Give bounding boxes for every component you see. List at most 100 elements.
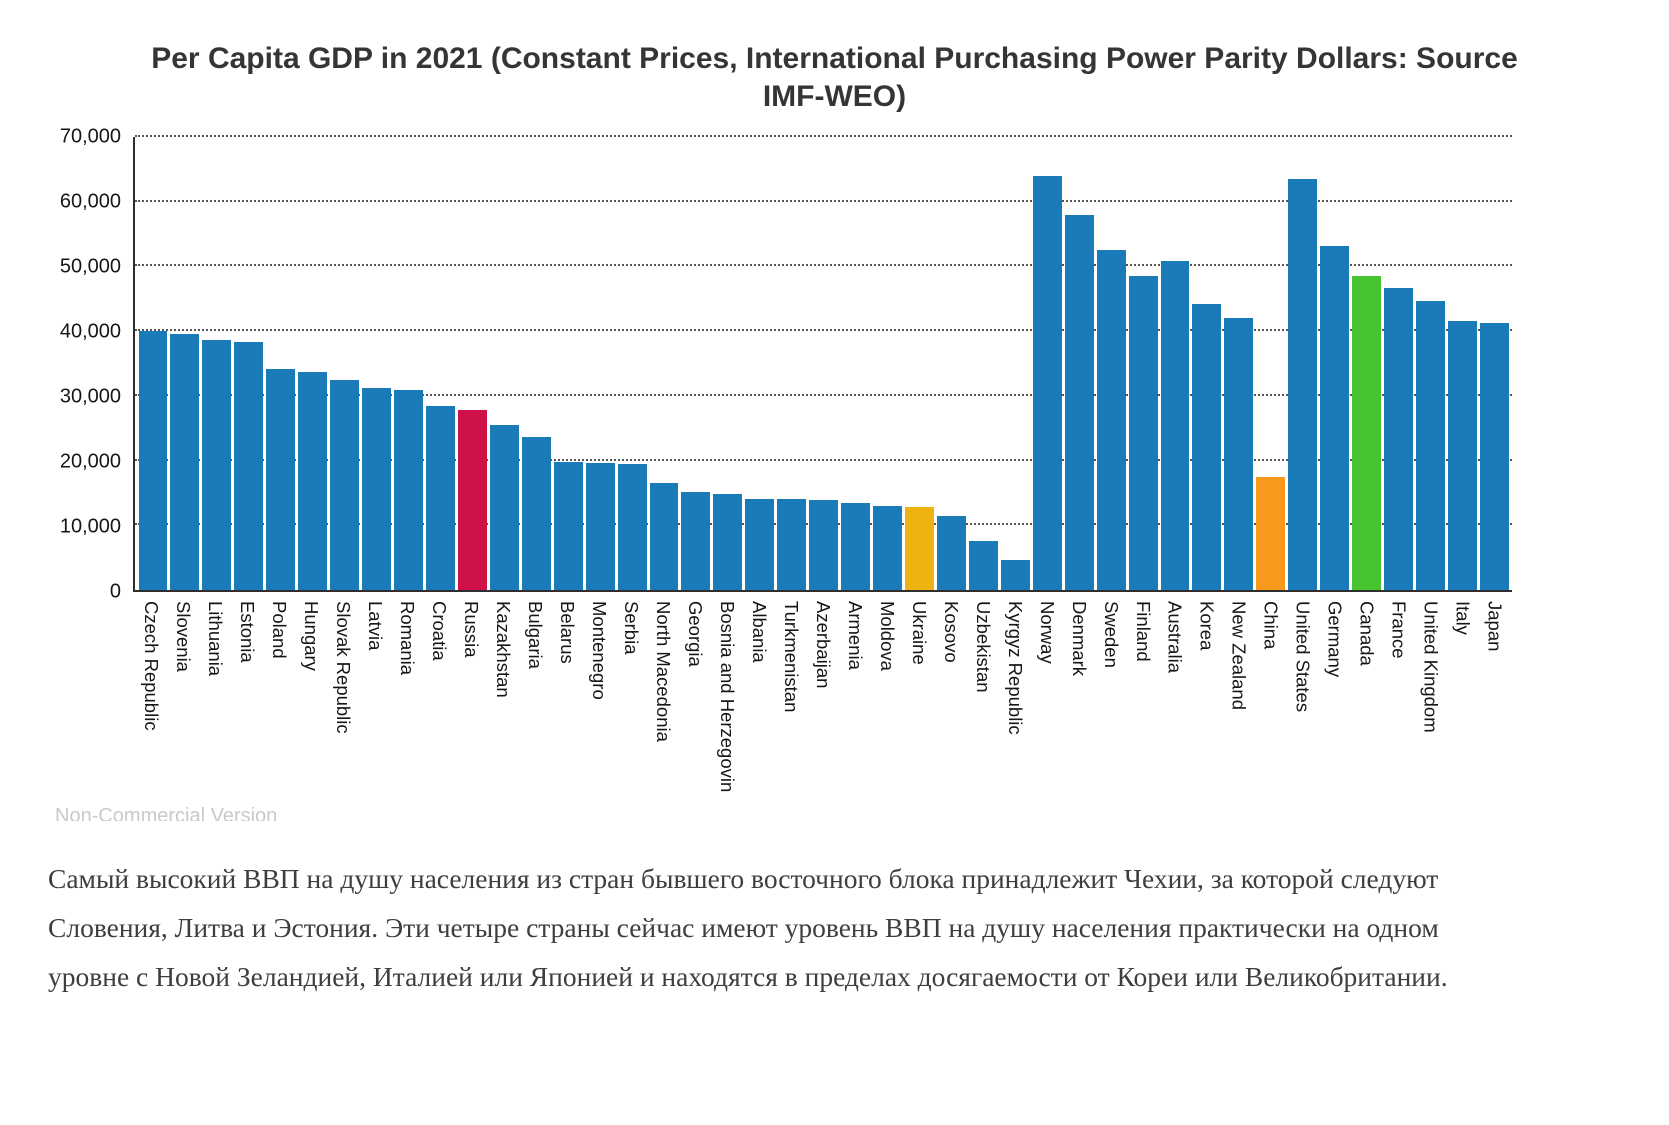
x-axis-category-label: Bosnia and Herzegovin (716, 601, 738, 793)
x-axis-category-label: Bulgaria (525, 601, 547, 669)
x-axis-category-label: United Kingdom (1420, 601, 1442, 733)
x-axis-category-label: Canada (1356, 601, 1378, 666)
bar-column (840, 137, 872, 590)
bar-montenegro (585, 463, 615, 590)
bar-azerbaijan (809, 500, 839, 590)
bar-united-kingdom (1416, 300, 1445, 590)
x-axis-category-label: France (1388, 601, 1410, 659)
bar-latvia (362, 388, 391, 590)
bar-poland (266, 369, 296, 590)
bar-column (1159, 137, 1191, 590)
bar-column (361, 137, 393, 590)
bar-lithuania (202, 340, 232, 590)
bar-column (488, 137, 520, 590)
x-axis-category-label: Ukraine (908, 601, 930, 665)
x-axis-category-label: United States (1292, 601, 1314, 713)
plot-area (133, 135, 1512, 592)
x-axis-category-label: Germany (1324, 601, 1346, 678)
bar-russia (457, 410, 487, 590)
x-axis-category-label: Moldova (876, 601, 898, 671)
y-axis-tick-label: 20,000 (59, 450, 121, 473)
bar-albania (745, 498, 775, 590)
x-axis-category-label: Italy (1452, 601, 1474, 635)
x-axis-category-label: China (1260, 601, 1282, 650)
bar-column (393, 137, 425, 590)
x-axis-category-label: Hungary (301, 601, 323, 671)
bar-column (904, 137, 936, 590)
x-axis-category-label: Korea (1196, 601, 1218, 651)
bar-column (744, 137, 776, 590)
x-axis-category-label: Slovak Republic (333, 601, 355, 734)
x-axis-category-label: Japan (1484, 601, 1506, 652)
bar-germany (1320, 245, 1350, 590)
bar-denmark (1064, 214, 1094, 590)
gridline (135, 329, 1512, 332)
y-axis: 0 10,000 20,000 30,000 40,000 50,000 60,000 70,… (10, 126, 133, 603)
x-axis-category-label: Australia (1164, 601, 1186, 673)
bar-column (1191, 137, 1223, 590)
bar-column (137, 137, 169, 590)
gdp-bar-chart: 0 10,000 20,000 30,000 40,000 50,000 60,000 70,… (0, 126, 1669, 821)
bar-sweden (1096, 250, 1126, 590)
bar-estonia (234, 341, 264, 590)
bar-australia (1160, 261, 1190, 590)
bar-column (329, 137, 361, 590)
bar-column (1319, 137, 1351, 590)
x-axis-category-label: Kyrgyz Republic (1004, 601, 1026, 735)
x-axis-category-label: Turkmenistan (780, 601, 802, 713)
y-axis-tick-label: 40,000 (59, 320, 121, 343)
bar-column (1127, 137, 1159, 590)
chart-title: Per Capita GDP in 2021 (Constant Prices,… (151, 42, 1518, 113)
x-axis-category-label: Denmark (1068, 601, 1090, 677)
y-axis-tick-label: 30,000 (59, 385, 121, 408)
bar-norway (1032, 175, 1062, 590)
bar-kazakhstan (489, 424, 519, 590)
x-axis-category-label: Croatia (429, 601, 451, 661)
gridline (135, 199, 1512, 202)
x-axis-category-label: Sweden (1100, 601, 1122, 668)
bar-korea (1192, 303, 1222, 590)
x-axis-category-label: Czech Republic (141, 601, 163, 731)
bar-kyrgyz-republic (1000, 559, 1030, 590)
bar-north-macedonia (649, 483, 679, 590)
bar-column (967, 137, 999, 590)
bar-new-zealand (1224, 318, 1254, 590)
bar-croatia (425, 406, 455, 590)
x-axis-category-label: Azerbaijan (812, 601, 834, 689)
x-axis-category-label: Montenegro (589, 601, 611, 700)
bar-column (1031, 137, 1063, 590)
bar-column (297, 137, 329, 590)
watermark: Non-Commercial Version (55, 805, 278, 821)
x-axis-category-label: Uzbekistan (972, 601, 994, 693)
bar-column (1255, 137, 1287, 590)
x-axis-category-label: North Macedonia (652, 601, 674, 742)
bar-slovenia (170, 333, 200, 590)
bar-turkmenistan (777, 499, 807, 590)
bar-column (520, 137, 552, 590)
bar-column (808, 137, 840, 590)
bar-column (776, 137, 808, 590)
x-axis-category-label: Albania (748, 601, 770, 663)
bar-united-states (1288, 179, 1318, 590)
bar-hungary (298, 371, 328, 590)
bar-serbia (617, 463, 647, 590)
bar-column (1415, 137, 1447, 590)
bar-column (616, 137, 648, 590)
x-axis-labels: Czech Republic Slovenia Lithuania Estonia Po… (133, 599, 1512, 817)
x-axis-category-label: Finland (1132, 601, 1154, 662)
bar-column (872, 137, 904, 590)
bar-japan (1479, 323, 1509, 590)
x-axis-category-label: Lithuania (205, 601, 227, 677)
x-axis-category-label: Belarus (557, 601, 579, 664)
bar-column (1446, 137, 1478, 590)
x-axis-category-label: Armenia (844, 601, 866, 670)
bar-ukraine (905, 506, 934, 590)
gridline (135, 393, 1512, 396)
bar-uzbekistan (968, 540, 998, 590)
bar-column (201, 137, 233, 590)
bar-column (233, 137, 265, 590)
bar-column (1287, 137, 1319, 590)
bar-column (584, 137, 616, 590)
bar-czech-republic (138, 330, 168, 590)
x-axis-category-label: Romania (397, 601, 419, 676)
